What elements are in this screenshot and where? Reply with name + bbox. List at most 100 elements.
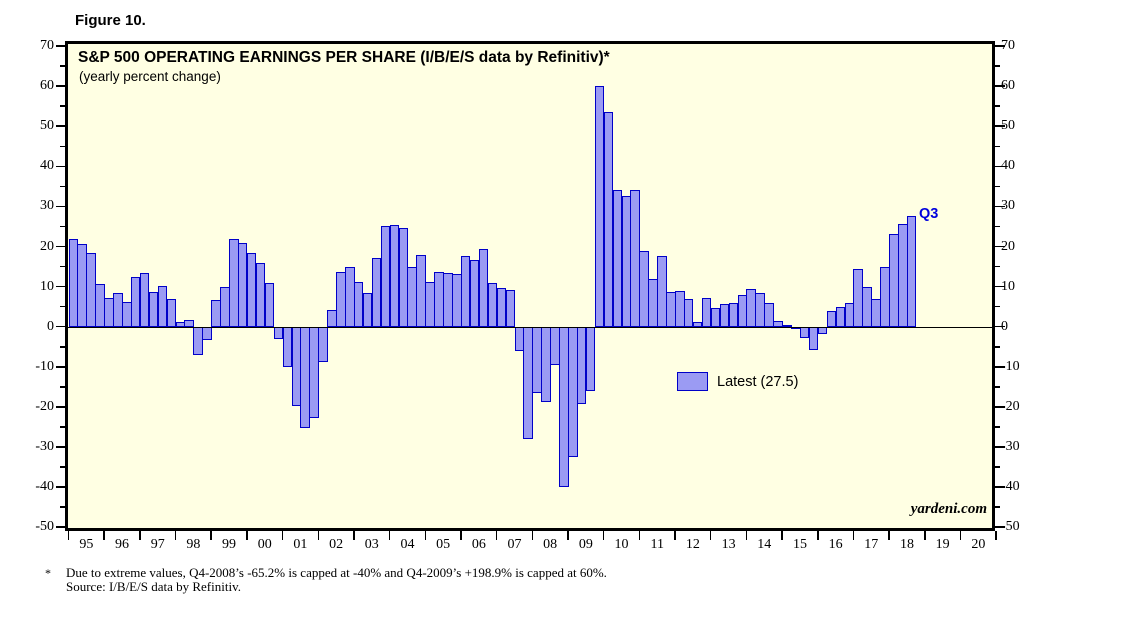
watermark: yardeni.com (910, 501, 987, 517)
y-major-tick-left (55, 125, 65, 127)
x-year-label: 07 (507, 537, 522, 552)
x-year-label: 06 (471, 537, 486, 552)
y-minor-tick-right (995, 145, 1000, 147)
y-minor-tick-left (60, 386, 65, 388)
y-major-tick-left (55, 325, 65, 328)
bar (264, 283, 275, 327)
x-year-label: 11 (650, 537, 664, 552)
legend-swatch-icon (677, 372, 708, 391)
x-year-label: 99 (222, 537, 237, 552)
chart-title: S&P 500 OPERATING EARNINGS PER SHARE (I/… (78, 49, 610, 66)
y-minor-tick-left (60, 426, 65, 428)
y-minor-tick-left (60, 506, 65, 508)
y-minor-tick-left (60, 305, 65, 308)
y-minor-tick-right (995, 65, 1000, 67)
y-axis-label-right: -10 (1001, 358, 1020, 374)
y-major-tick-right (995, 446, 1005, 448)
y-axis-label-right: 30 (1001, 198, 1015, 214)
latest-quarter-label: Q3 (919, 206, 939, 222)
y-axis-label-right: -20 (1001, 398, 1020, 414)
y-axis-label-right: 20 (1001, 238, 1015, 254)
footnote-text-2: Source: I/B/E/S data by Refinitiv. (66, 579, 241, 594)
y-major-tick-right (995, 85, 1005, 87)
x-year-label: 96 (115, 537, 130, 552)
y-minor-tick-left (60, 145, 65, 147)
y-major-tick-right (995, 165, 1005, 168)
bar (906, 216, 917, 327)
y-minor-tick-right (995, 225, 1000, 228)
y-axis-label-right: 0 (1001, 318, 1008, 334)
y-axis-label-left: 50 (40, 118, 54, 134)
zero-axis-line (68, 326, 992, 328)
y-axis-label-right: 50 (1001, 118, 1015, 134)
y-major-tick-right (995, 325, 1005, 328)
y-minor-tick-left (60, 185, 65, 188)
x-year-label: 17 (864, 537, 879, 552)
x-year-tick (602, 531, 605, 540)
x-year-label: 00 (257, 537, 272, 552)
x-year-tick (674, 531, 676, 540)
y-major-tick-left (55, 85, 65, 87)
x-year-tick (852, 531, 855, 540)
bar (184, 320, 194, 327)
y-minor-tick-right (995, 305, 1000, 308)
bars-layer (68, 44, 992, 528)
y-axis-label-left: 30 (40, 198, 54, 214)
x-year-label: 09 (578, 537, 593, 552)
x-year-label: 12 (685, 537, 700, 552)
y-axis-label-left: 10 (40, 278, 54, 294)
y-axis-label-left: 20 (40, 238, 54, 254)
y-major-tick-right (995, 205, 1005, 208)
y-major-tick-right (995, 526, 1005, 528)
y-minor-tick-left (60, 65, 65, 67)
y-major-tick-left (55, 205, 65, 208)
x-year-tick (567, 531, 569, 540)
y-minor-tick-right (995, 386, 1000, 388)
x-year-tick (924, 531, 926, 540)
y-minor-tick-left (60, 105, 65, 107)
y-axis-label-left: -40 (35, 479, 54, 495)
y-minor-tick-left (60, 466, 65, 468)
footnote-line-1: * Due to extreme values, Q4-2008’s -65.2%… (45, 565, 607, 581)
bar (657, 255, 667, 327)
footnote-text-1: Due to extreme values, Q4-2008’s -65.2% … (66, 565, 607, 580)
y-axis-label-right: -50 (1001, 519, 1020, 535)
plot-frame: S&P 500 OPERATING EARNINGS PER SHARE (I/… (65, 41, 995, 531)
x-year-label: 13 (721, 537, 736, 552)
x-year-tick (424, 531, 427, 540)
x-year-tick (745, 531, 748, 540)
y-major-tick-right (995, 406, 1005, 408)
x-year-tick (531, 531, 534, 540)
x-year-tick (781, 531, 783, 540)
x-year-label: 19 (935, 537, 950, 552)
bar (505, 290, 516, 327)
x-year-tick (817, 531, 819, 540)
y-minor-tick-right (995, 426, 1000, 428)
x-year-tick (888, 531, 890, 540)
y-major-tick-left (55, 446, 65, 448)
y-major-tick-left (55, 406, 65, 408)
y-axis-label-left: -20 (35, 398, 54, 414)
x-year-label: 97 (150, 537, 165, 552)
legend-label: Latest (27.5) (717, 373, 799, 390)
y-axis-label-right: 10 (1001, 278, 1015, 294)
y-minor-tick-right (995, 506, 1000, 508)
y-major-tick-right (995, 125, 1005, 127)
x-year-tick (174, 531, 177, 540)
x-year-tick (460, 531, 462, 540)
x-year-label: 08 (543, 537, 558, 552)
y-axis-label-right: 40 (1001, 158, 1015, 174)
y-major-tick-right (995, 45, 1005, 47)
footnote: * Due to extreme values, Q4-2008’s -65.2%… (45, 566, 607, 594)
y-major-tick-right (995, 285, 1005, 288)
x-year-label: 20 (971, 537, 986, 552)
bar (202, 326, 212, 340)
x-year-tick (638, 531, 641, 540)
bar (683, 299, 694, 327)
y-axis-label-left: -10 (35, 358, 54, 374)
figure-label: Figure 10. (75, 12, 146, 29)
x-year-label: 14 (757, 537, 772, 552)
footnote-marker: * (45, 566, 51, 580)
bar (782, 324, 792, 327)
